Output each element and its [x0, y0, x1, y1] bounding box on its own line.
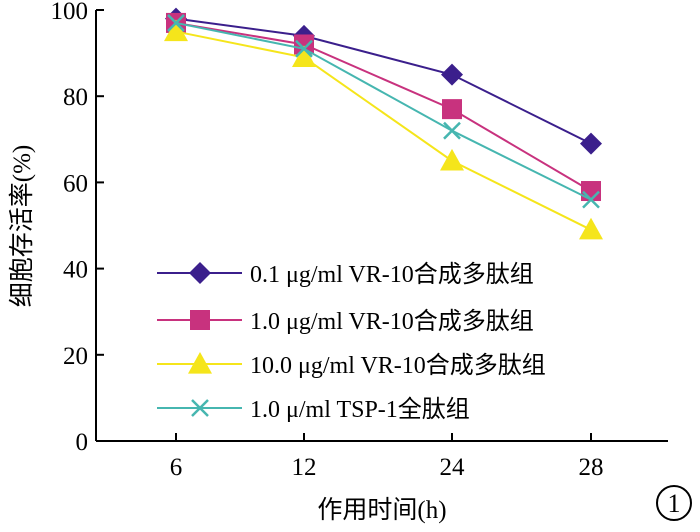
- data-point: [295, 39, 313, 58]
- panel-label: 1: [656, 485, 692, 521]
- legend-label: 0.1 μg/ml VR-10合成多肽组: [250, 261, 534, 288]
- x-tick-label: 6: [170, 454, 183, 481]
- data-point: [292, 45, 316, 68]
- x-axis-title: 作用时间(h): [317, 496, 446, 524]
- series-layer: [164, 7, 603, 240]
- data-point: [443, 121, 461, 140]
- y-tick-label: 80: [63, 84, 88, 111]
- data-point: [167, 14, 185, 32]
- legend-marker: [188, 352, 212, 374]
- legend-marker: [189, 262, 211, 284]
- y-tick-label: 40: [63, 257, 88, 284]
- panel-label-text: 1: [668, 489, 681, 518]
- series-line: [175, 17, 592, 145]
- data-point: [440, 148, 464, 171]
- legend-marker: [190, 310, 210, 330]
- legend-item: 0.1 μg/ml VR-10合成多肽组: [157, 261, 534, 288]
- series-line: [175, 21, 592, 192]
- data-point: [442, 99, 462, 120]
- legend-label: 1.0 μ/ml TSP-1全肽组: [250, 396, 470, 423]
- y-tick-label: 0: [76, 429, 89, 456]
- y-tick-label: 60: [63, 170, 88, 197]
- plot-area: 0 20 40 60 80 100 6 12 24 28: [51, 0, 668, 481]
- legend: 0.1 μg/ml VR-10合成多肽组 1.0 μg/ml VR-10合成多肽组…: [157, 261, 546, 423]
- legend-marker: [191, 399, 209, 417]
- data-point: [164, 19, 188, 42]
- legend-item: 10.0 μg/ml VR-10合成多肽组: [157, 352, 546, 379]
- data-point: [441, 63, 463, 86]
- series-line: [175, 21, 592, 201]
- legend-item: 1.0 μg/ml VR-10合成多肽组: [157, 308, 534, 335]
- legend-label: 1.0 μg/ml VR-10合成多肽组: [250, 308, 534, 335]
- y-axis-title: 细胞存活率(%): [8, 145, 36, 307]
- data-point: [582, 190, 600, 209]
- series-4: [167, 14, 600, 209]
- y-tick-label: 100: [51, 0, 89, 25]
- data-point: [580, 132, 602, 155]
- y-tick-label: 20: [63, 343, 88, 370]
- x-tick-label: 24: [440, 454, 466, 481]
- series-1: [165, 7, 602, 155]
- x-tick-label: 12: [292, 454, 317, 481]
- x-tick-label: 28: [579, 454, 604, 481]
- legend-item: 1.0 μ/ml TSP-1全肽组: [157, 396, 470, 423]
- series-line: [175, 30, 592, 231]
- data-point: [294, 34, 314, 55]
- panel-label-circle: [656, 485, 692, 521]
- data-point: [579, 217, 603, 240]
- series-3: [164, 19, 603, 240]
- legend-label: 10.0 μg/ml VR-10合成多肽组: [250, 352, 546, 379]
